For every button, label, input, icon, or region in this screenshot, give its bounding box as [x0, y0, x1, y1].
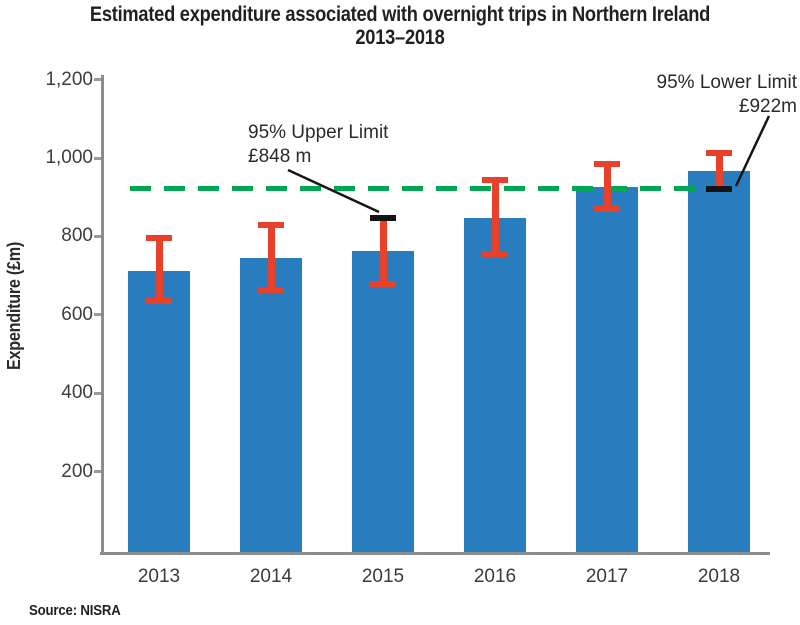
bar-2016: [464, 217, 526, 554]
bar-2015: [352, 251, 414, 554]
y-tick-label: 1,000: [45, 147, 93, 168]
annotation-lower-limit-label: 95% Lower Limit: [656, 72, 797, 93]
y-tick-mark: [94, 313, 103, 317]
chart-title-line1: Estimated expenditure associated with ov…: [89, 2, 711, 26]
chart-title-line2: 2013–2018: [355, 25, 445, 49]
bar-2014: [240, 257, 302, 554]
error-bar-2014: [267, 225, 275, 291]
annotation-upper-limit: 95% Upper Limit £848 m: [248, 121, 388, 169]
error-cap-high-2013: [146, 235, 172, 242]
x-tick-label-2017: 2017: [585, 566, 629, 587]
x-tick-label-2016: 2016: [473, 566, 517, 587]
y-tick-label: 400: [61, 382, 93, 404]
reference-dashed-line: [130, 186, 742, 192]
y-tick-mark: [94, 391, 103, 395]
source-note: Source: NISRA: [29, 602, 121, 619]
error-bar-2016: [491, 179, 499, 255]
error-bar-2017: [603, 163, 611, 209]
y-axis-line: [101, 75, 104, 555]
bar-2018: [688, 170, 750, 554]
y-tick-label: 1,200: [45, 68, 93, 90]
error-cap-high-2016: [482, 176, 508, 183]
y-tick-label: 200: [61, 460, 93, 482]
y-tick-mark: [94, 78, 103, 82]
error-cap-low-2018: [706, 185, 732, 192]
y-tick-mark: [94, 470, 103, 474]
error-cap-low-2014: [258, 287, 284, 294]
error-cap-high-2014: [258, 222, 284, 229]
error-cap-low-2013: [146, 298, 172, 305]
error-cap-low-2016: [482, 251, 508, 258]
x-tick-label-2015: 2015: [361, 566, 405, 587]
bar-2017: [576, 187, 638, 554]
error-bar-2013: [155, 238, 163, 302]
x-axis-line: [100, 552, 770, 555]
x-tick-label-2013: 2013: [137, 566, 181, 587]
error-cap-low-2015: [370, 281, 396, 288]
x-tick-label-2018: 2018: [697, 566, 741, 587]
y-tick-mark: [94, 234, 103, 238]
annotation-upper-limit-label: 95% Upper Limit: [248, 122, 389, 143]
error-cap-high-2015: [370, 214, 396, 221]
error-cap-low-2017: [594, 205, 620, 212]
error-cap-high-2017: [594, 160, 620, 167]
y-tick-mark: [94, 156, 103, 160]
error-cap-high-2018: [706, 149, 732, 156]
chart-title: Estimated expenditure associated with ov…: [60, 3, 740, 49]
bar-2013: [128, 270, 190, 554]
error-bar-2018: [715, 152, 723, 189]
annotation-lower-limit: 95% Lower Limit £922m: [657, 71, 797, 119]
y-tick-label: 600: [61, 303, 93, 325]
x-tick-label-2014: 2014: [249, 566, 293, 587]
y-tick-label: 800: [61, 225, 93, 247]
error-bar-2015: [379, 217, 387, 285]
annotation-lower-limit-value: £922m: [738, 96, 797, 117]
annotation-upper-limit-value: £848 m: [248, 146, 312, 167]
